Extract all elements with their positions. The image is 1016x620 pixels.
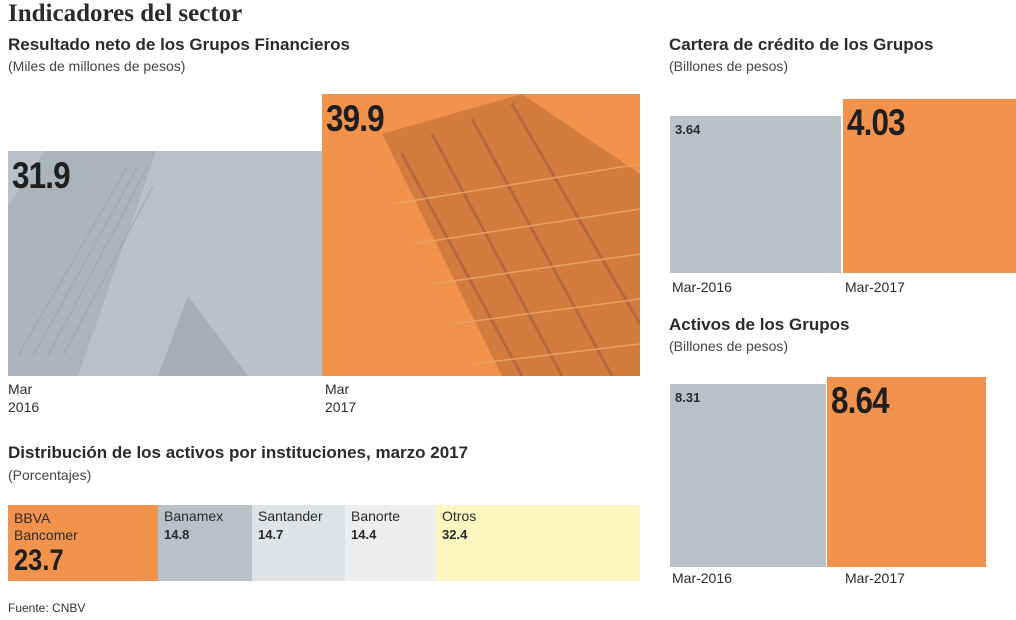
segment-banamex: Banamex 14.8 (158, 505, 252, 581)
chart-subtitle-cartera: (Billones de pesos) (669, 58, 789, 74)
source-note: Fuente: CNBV (8, 601, 86, 615)
segment-santander: Santander 14.7 (252, 505, 345, 581)
chart-subtitle-distribucion: (Porcentajes) (8, 467, 92, 483)
value-label: 4.03 (847, 102, 906, 143)
bar-resultado-2017: 39.9 (322, 94, 640, 376)
page-title: Indicadores del sector (8, 0, 243, 27)
chart-title-resultado: Resultado neto de los Grupos Financieros (8, 35, 350, 54)
bar-cartera-2017: 4.03 (843, 99, 1016, 273)
segment-label: BBVA Bancomer (14, 510, 78, 543)
segment-label: Santander (258, 508, 323, 524)
bar-cartera-2016: 3.64 (670, 116, 841, 273)
segment-value: 14.4 (351, 527, 377, 542)
value-label: 31.9 (12, 155, 71, 196)
segment-value: 23.7 (14, 544, 64, 577)
chart-title-cartera: Cartera de crédito de los Grupos (669, 35, 934, 54)
segment-label: Otros (442, 508, 477, 524)
chart-title-distribucion: Distribución de los activos por instituc… (8, 443, 469, 462)
segment-label: Banorte (351, 508, 401, 524)
chart-subtitle-resultado: (Miles de millones de pesos) (8, 58, 186, 74)
segment-value: 32.4 (442, 527, 468, 542)
chart-subtitle-activos: (Billones de pesos) (669, 338, 789, 354)
x-tick-label: Mar 2016 (8, 381, 40, 415)
segment-label: Banamex (164, 508, 224, 524)
value-label: 8.64 (831, 380, 890, 421)
x-tick-label: Mar 2017 (325, 381, 357, 415)
segment-value: 14.8 (164, 527, 190, 542)
x-tick-label: Mar-2017 (845, 570, 905, 586)
x-tick-label: Mar-2016 (672, 279, 732, 295)
bar-activos-2016: 8.31 (670, 384, 826, 567)
bar-resultado-2016: 31.9 (8, 151, 322, 376)
value-label: 3.64 (675, 122, 701, 137)
chart-title-activos: Activos de los Grupos (669, 315, 850, 334)
segment-banorte: Banorte 14.4 (345, 505, 436, 581)
building-photo-gray (8, 151, 248, 376)
building-photo-orange (382, 94, 640, 376)
segment-otros: Otros 32.4 (436, 505, 640, 581)
segment-bbva-bancomer: BBVA Bancomer 23.7 (8, 505, 158, 581)
segment-value: 14.7 (258, 527, 284, 542)
x-tick-label: Mar-2017 (845, 279, 905, 295)
value-label: 8.31 (675, 390, 701, 405)
value-label: 39.9 (326, 98, 385, 139)
x-tick-label: Mar-2016 (672, 570, 732, 586)
bar-activos-2017: 8.64 (827, 377, 986, 567)
